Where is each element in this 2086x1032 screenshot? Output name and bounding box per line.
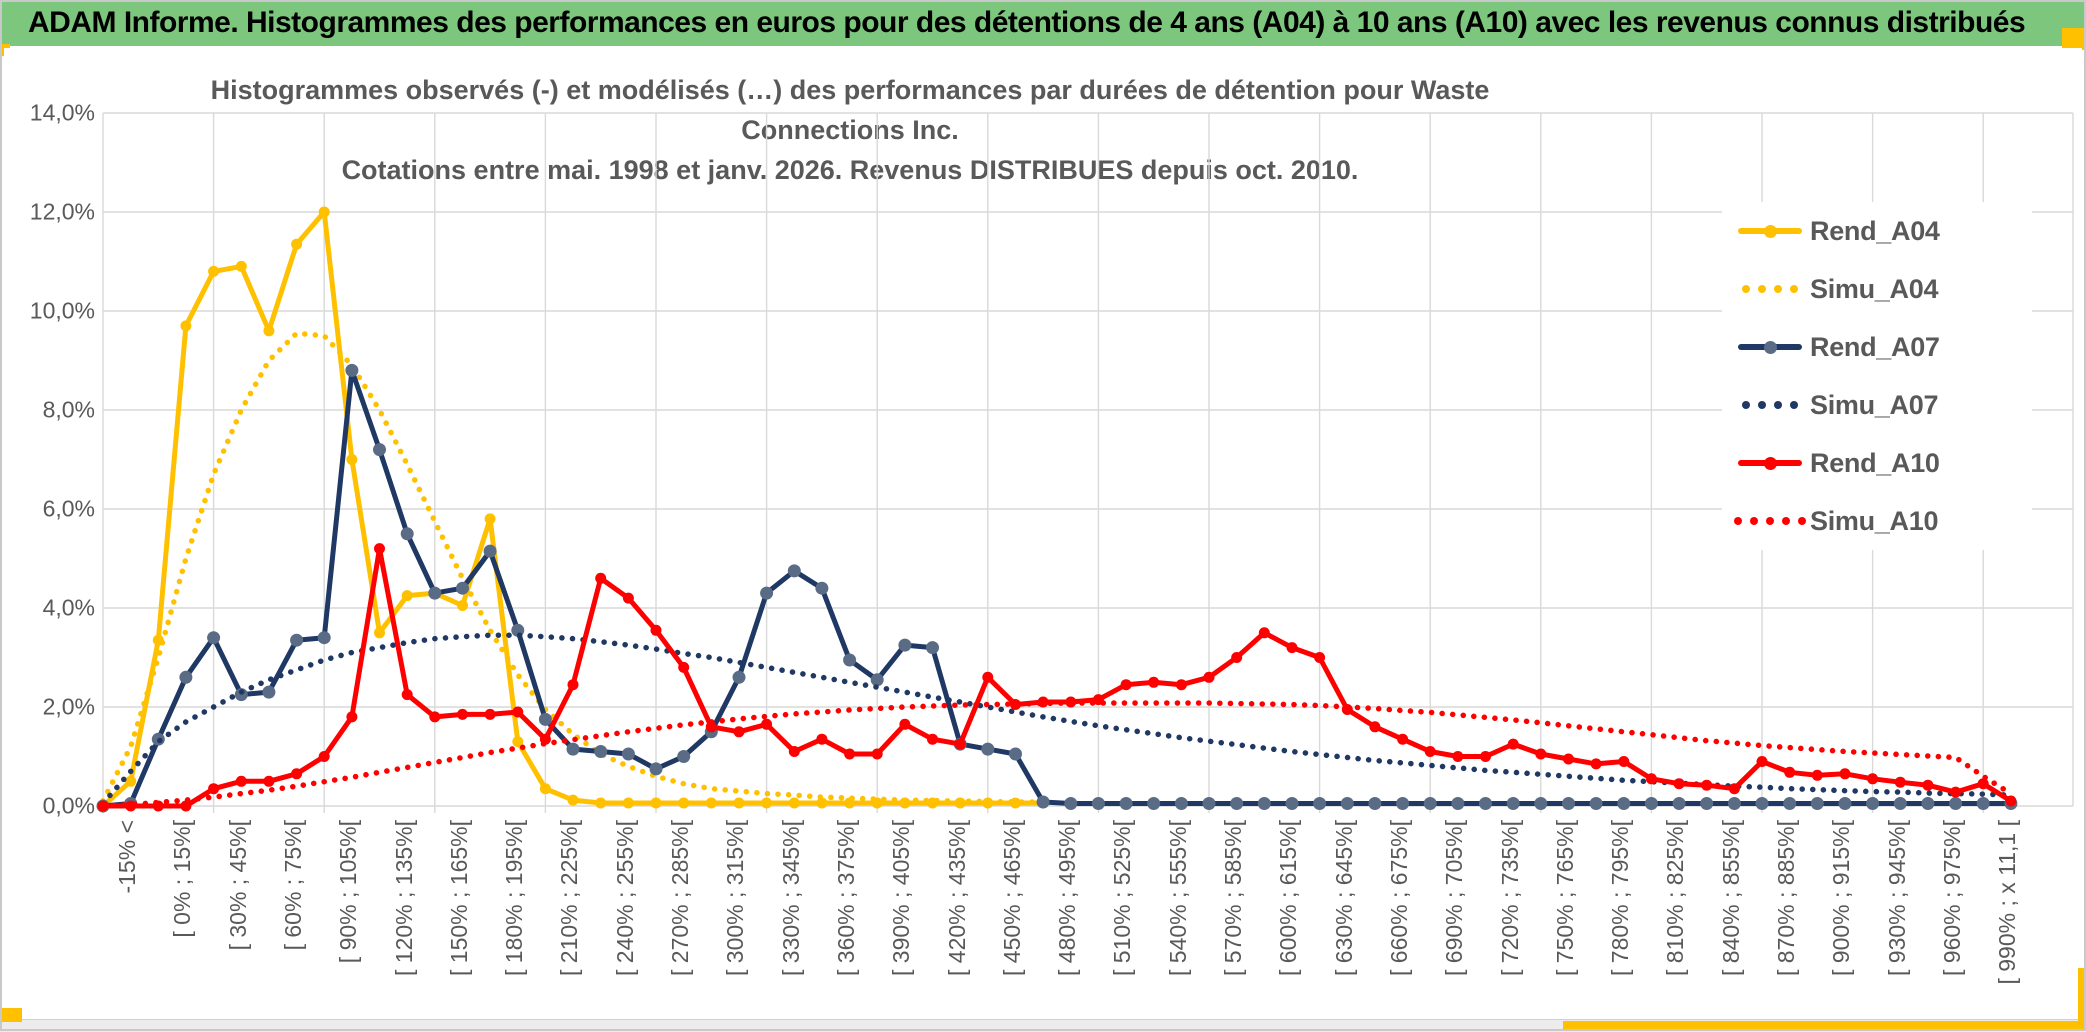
- legend-dotted-swatch: [1742, 401, 1798, 409]
- y-axis-label: 12,0%: [29, 198, 95, 225]
- legend-item-simu-a04[interactable]: Simu_A04: [1722, 260, 2032, 318]
- series-simu_a10: [100, 700, 2014, 809]
- legend-label: Simu_A04: [1810, 273, 1939, 304]
- x-axis-label: [ 720% ; 735%[: [1496, 820, 1523, 976]
- legend-dot: [1750, 517, 1758, 525]
- x-axis-label: [ 0% ; 15%[: [169, 820, 196, 938]
- legend-label: Rend_A04: [1810, 215, 1940, 246]
- legend-dot: [1782, 517, 1790, 525]
- gold-accent-bottom-left: [0, 1008, 22, 1022]
- legend-dot: [1734, 517, 1742, 525]
- legend-dot: [1774, 401, 1782, 409]
- x-axis-label: [ 840% ; 855%[: [1717, 820, 1744, 976]
- legend-item-simu-a10[interactable]: Simu_A10: [1722, 492, 2032, 550]
- x-axis-label: [ 600% ; 615%[: [1275, 820, 1302, 976]
- x-axis-label: [ 360% ; 375%[: [832, 820, 859, 976]
- x-axis-label: [ 150% ; 165%[: [445, 820, 472, 976]
- legend-item-rend-a07[interactable]: Rend_A07: [1722, 318, 2032, 376]
- series-rend_a07: [96, 363, 2018, 813]
- legend-label: Rend_A10: [1810, 447, 1940, 478]
- x-axis-label: [ 480% ; 495%[: [1054, 820, 1081, 976]
- x-axis-label: [ 900% ; 915%[: [1828, 820, 1855, 976]
- legend-marker-dot: [1763, 224, 1777, 238]
- legend-dot: [1758, 401, 1766, 409]
- y-axis-label: 2,0%: [42, 693, 95, 720]
- x-axis-label: [ 660% ; 675%[: [1385, 820, 1412, 976]
- legend-item-rend-a04[interactable]: Rend_A04: [1722, 202, 2032, 260]
- series-simu_a04: [100, 330, 1046, 805]
- x-axis-label: [ 510% ; 525%[: [1109, 820, 1136, 976]
- y-axis-label: 0,0%: [42, 792, 95, 819]
- x-axis-label: -15% <: [114, 820, 140, 894]
- legend-marker-dot: [1763, 456, 1777, 470]
- x-axis-label: [ 540% ; 555%[: [1164, 820, 1191, 976]
- x-axis-label: [ 690% ; 705%[: [1441, 820, 1468, 976]
- chart-title-line2: Cotations entre mai. 1998 et janv. 2026.…: [341, 155, 1359, 185]
- legend-item-simu-a07[interactable]: Simu_A07: [1722, 376, 2032, 434]
- x-axis-label: [ 180% ; 195%[: [501, 820, 528, 976]
- x-axis-label: [ 870% ; 885%[: [1773, 820, 1799, 976]
- x-axis-label: [ 30% ; 45%[: [224, 820, 251, 951]
- x-axis-label: [ 780% ; 795%[: [1607, 820, 1634, 976]
- legend: Rend_A04 Simu_A04 Rend_A07 Simu_A07 Rend…: [1722, 202, 2032, 550]
- x-axis-label: [ 990% ; x 11,1 [: [1994, 820, 2021, 985]
- series-simu_a07: [100, 632, 2014, 807]
- y-axis-label: 14,0%: [29, 99, 95, 126]
- legend-dot: [1742, 285, 1750, 293]
- x-axis-label: [ 810% ; 825%[: [1662, 820, 1689, 976]
- x-axis-label: [ 420% ; 435%[: [943, 820, 970, 976]
- rend-a10-swatch: [1738, 456, 1802, 470]
- window-title-bar: ADAM Informe. Histogrammes des performan…: [0, 0, 2086, 46]
- x-axis-label: [ 120% ; 135%[: [390, 820, 417, 976]
- gold-accent-bottom-right: [1563, 1021, 2086, 1031]
- x-axis-label: [ 60% ; 75%[: [279, 820, 306, 951]
- simu-a07-swatch: [1738, 401, 1802, 409]
- x-axis-label: [ 270% ; 285%[: [667, 820, 693, 976]
- legend-dot: [1790, 401, 1798, 409]
- series-rend_a04: [97, 206, 1049, 812]
- legend-dotted-swatch: [1734, 517, 1806, 525]
- x-axis-label: [ 570% ; 585%[: [1220, 820, 1246, 976]
- y-axis-label: 4,0%: [42, 594, 95, 621]
- legend-dot: [1774, 285, 1782, 293]
- gold-accent-top-right: [2062, 28, 2086, 50]
- x-axis-label: [ 300% ; 315%[: [722, 820, 749, 976]
- legend-dot: [1766, 517, 1774, 525]
- y-axis-label: 8,0%: [42, 396, 95, 423]
- legend-item-rend-a10[interactable]: Rend_A10: [1722, 434, 2032, 492]
- rend-a07-swatch: [1738, 340, 1802, 354]
- legend-dot: [1790, 285, 1798, 293]
- chart-title-line1: Histogrammes observés (-) et modélisés (…: [210, 75, 1490, 145]
- simu-a10-swatch: [1734, 517, 1806, 525]
- y-axis-label: 6,0%: [42, 495, 95, 522]
- x-axis-label: [ 750% ; 765%[: [1551, 820, 1578, 976]
- x-axis-label: [ 90% ; 105%[: [335, 820, 362, 964]
- legend-label: Simu_A07: [1810, 389, 1939, 420]
- legend-dot: [1742, 401, 1750, 409]
- series-rend_a10: [97, 543, 2017, 812]
- legend-dot: [1798, 517, 1806, 525]
- simu-a04-swatch: [1738, 285, 1802, 293]
- x-axis-label: [ 210% ; 225%[: [556, 820, 583, 976]
- x-axis-label: [ 390% ; 405%[: [888, 820, 915, 976]
- x-axis-label: [ 630% ; 645%[: [1330, 820, 1357, 976]
- legend-dotted-swatch: [1742, 285, 1798, 293]
- legend-label: Simu_A10: [1810, 505, 1939, 536]
- gold-accent-right-edge: [2078, 968, 2086, 1031]
- window-title: ADAM Informe. Histogrammes des performan…: [28, 6, 2026, 39]
- chart-title: Histogrammes observés (-) et modélisés (…: [170, 70, 1530, 190]
- x-axis-label: [ 330% ; 345%[: [777, 820, 804, 976]
- y-axis-label: 10,0%: [29, 297, 95, 324]
- legend-label: Rend_A07: [1810, 331, 1940, 362]
- x-axis-label: [ 240% ; 255%[: [611, 820, 638, 976]
- x-axis-label: [ 450% ; 465%[: [998, 820, 1025, 976]
- rend-a04-swatch: [1738, 224, 1802, 238]
- x-axis-label: [ 960% ; 975%[: [1938, 820, 1965, 976]
- x-axis-label: [ 930% ; 945%[: [1883, 820, 1910, 976]
- legend-marker-dot: [1763, 340, 1777, 354]
- legend-dot: [1758, 285, 1766, 293]
